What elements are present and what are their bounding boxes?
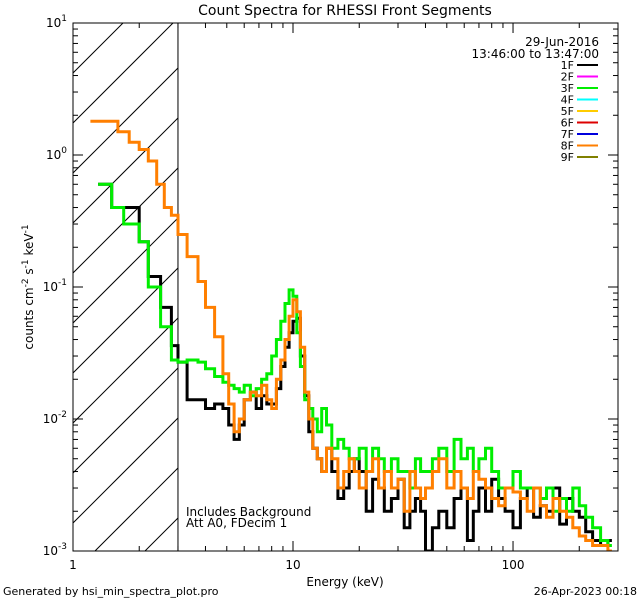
y-tick-base: 10	[43, 412, 58, 426]
hatch-line	[73, 23, 124, 74]
y-tick-label: 10-3	[43, 542, 67, 558]
annotation-background: Includes Background	[186, 505, 311, 519]
y-tick-label: 100	[46, 146, 67, 162]
y-tick-label: 10-1	[43, 278, 67, 294]
hatch-line	[144, 517, 179, 551]
y-axis-label: counts cm-2 s-1 keV-1	[21, 224, 36, 349]
hatch-line	[73, 217, 179, 324]
y-axis-label-main: counts cm	[22, 287, 36, 349]
legend-label: 9F	[561, 151, 574, 164]
y-tick-base: 10	[46, 16, 61, 30]
y-axis-label-mid: s	[22, 268, 36, 278]
footer-timestamp: 26-Apr-2023 00:18	[534, 585, 637, 598]
y-tick-base: 10	[43, 280, 58, 294]
x-axis-label: Energy (keV)	[306, 575, 383, 589]
hatch-line	[73, 23, 174, 124]
hatch-line	[73, 417, 179, 524]
legend-label: 8F	[561, 140, 574, 153]
legend-label: 2F	[561, 71, 574, 84]
legend-label: 1F	[561, 59, 574, 72]
hatch-line	[73, 367, 179, 474]
legend-label: 4F	[561, 94, 574, 107]
y-axis-label-exp2: -1	[21, 259, 31, 268]
hatch-line	[73, 67, 179, 174]
hatched-region	[73, 23, 179, 551]
legend-label: 3F	[561, 82, 574, 95]
legend-label: 6F	[561, 117, 574, 130]
y-tick-exponent: -1	[58, 278, 67, 288]
hatch-line	[73, 117, 179, 224]
legend-label: 5F	[561, 105, 574, 118]
y-tick-base: 10	[43, 544, 58, 558]
series-8F	[90, 119, 612, 551]
x-tick-label: 1	[69, 558, 77, 572]
y-axis-label-end: keV	[22, 233, 36, 260]
y-axis-label-exp1: -2	[21, 278, 31, 287]
generated-by-label: Generated by hsi_min_spectra_plot.pro	[3, 585, 219, 598]
x-tick-label: 10	[285, 558, 300, 572]
y-tick-exponent: 0	[61, 146, 67, 156]
date-label: 29-Jun-2016	[525, 35, 599, 49]
series-layer	[90, 119, 612, 551]
y-tick-label: 101	[46, 14, 67, 30]
y-tick-base: 10	[46, 148, 61, 162]
y-axis-label-exp3: -1	[21, 224, 31, 233]
time-range-label: 13:46:00 to 13:47:00	[472, 47, 599, 61]
x-tick-label: 100	[502, 558, 525, 572]
y-tick-exponent: -2	[58, 410, 67, 420]
y-tick-label: 10-2	[43, 410, 67, 426]
y-tick-exponent: -3	[58, 542, 67, 552]
annotation-attenuator: Att A0, FDecim 1	[186, 516, 287, 530]
chart-title: Count Spectra for RHESSI Front Segments	[198, 3, 492, 19]
hatch-line	[73, 317, 179, 424]
legend-label: 7F	[561, 128, 574, 141]
hatch-line	[73, 267, 179, 374]
y-tick-exponent: 1	[61, 14, 67, 24]
hatch-line	[94, 467, 179, 551]
